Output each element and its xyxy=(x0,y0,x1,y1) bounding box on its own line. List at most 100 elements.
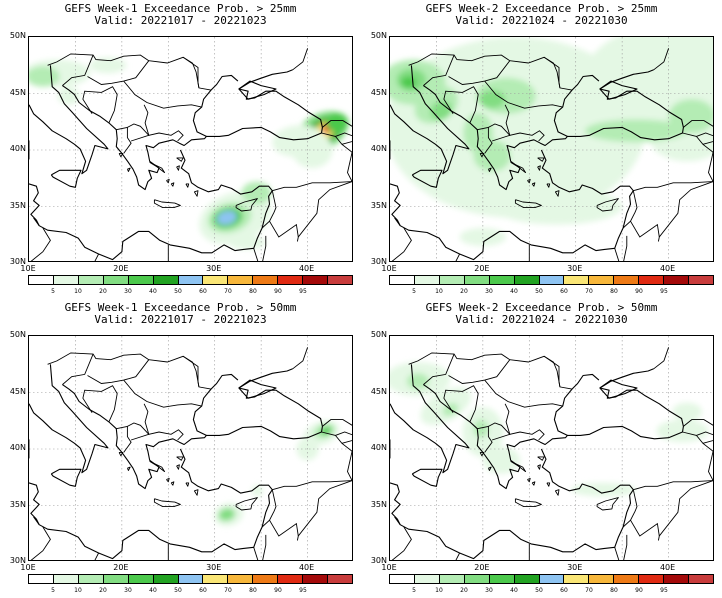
lon-label: 10E xyxy=(20,264,36,273)
colorbar-swatch xyxy=(53,575,79,583)
colorbar-label: 80 xyxy=(249,587,257,594)
lat-label: 45N xyxy=(9,386,26,396)
probability-blob xyxy=(482,446,520,474)
panel-week1-25mm: GEFS Week-1 Exceedance Prob. > 25mm Vali… xyxy=(0,0,361,299)
colorbar-label: 30 xyxy=(124,288,132,295)
lat-label: 30N xyxy=(9,257,26,266)
lat-label: 30N xyxy=(370,556,387,565)
colorbar-swatch xyxy=(564,276,590,284)
colorbar-swatch xyxy=(564,575,590,583)
probability-shading xyxy=(390,362,709,497)
colorbar-swatch xyxy=(178,276,204,284)
colorbar-label: 30 xyxy=(124,587,132,594)
colorbar-label: 80 xyxy=(249,288,257,295)
colorbar-swatch xyxy=(278,575,304,583)
lon-label: 40E xyxy=(659,264,676,273)
probability-blob xyxy=(571,482,637,497)
colorbar-swatch xyxy=(589,575,615,583)
colorbar-swatch xyxy=(128,276,154,284)
colorbar-label: 30 xyxy=(485,587,493,594)
colorbar-label: 70 xyxy=(585,587,593,594)
colorbar-label: 60 xyxy=(560,288,568,295)
lon-label: 10E xyxy=(381,264,397,273)
colorbar-swatch xyxy=(328,276,352,284)
lat-label: 40N xyxy=(9,443,26,452)
probability-shading xyxy=(390,37,713,246)
colorbar-swatch xyxy=(464,276,490,284)
colorbar-swatch xyxy=(614,276,640,284)
lon-label: 30E xyxy=(206,563,222,572)
lat-label: 40N xyxy=(9,144,26,153)
panel-valid-range: Valid: 20221017 - 20221023 xyxy=(94,14,267,27)
colorbar-swatch xyxy=(103,575,129,583)
colorbar-label: 80 xyxy=(610,288,618,295)
probability-blob xyxy=(401,76,416,88)
map-gridlines xyxy=(390,336,713,560)
colorbar-label: 20 xyxy=(460,288,468,295)
panel-valid-range: Valid: 20221024 - 20221030 xyxy=(455,14,628,27)
lat-label: 45N xyxy=(370,87,387,97)
colorbar xyxy=(28,275,353,285)
colorbar-label: 50 xyxy=(535,288,543,295)
colorbar-label: 10 xyxy=(435,587,443,594)
coastlines xyxy=(390,364,684,560)
colorbar-label: 5 xyxy=(412,288,416,295)
map-gridlines xyxy=(29,336,352,560)
colorbar-swatch xyxy=(390,276,415,284)
probability-blob xyxy=(585,119,688,143)
lon-label: 20E xyxy=(474,563,490,572)
probability-blob xyxy=(492,188,623,225)
colorbar-label: 20 xyxy=(99,288,107,295)
colorbar-label: 40 xyxy=(510,587,518,594)
colorbar-swatch xyxy=(228,575,254,583)
colorbar-label: 70 xyxy=(585,288,593,295)
colorbar-swatch xyxy=(203,575,229,583)
lat-label: 45N xyxy=(9,87,26,97)
colorbar-label: 70 xyxy=(224,587,232,594)
lon-label: 10E xyxy=(381,563,397,572)
lon-label: 40E xyxy=(298,563,315,572)
colorbar-swatch xyxy=(439,575,465,583)
colorbar-label: 20 xyxy=(99,587,107,594)
probability-blob xyxy=(241,181,272,205)
panel-valid-range: Valid: 20221017 - 20221023 xyxy=(94,313,267,326)
colorbar-label: 95 xyxy=(299,587,307,594)
colorbar-swatch xyxy=(539,575,565,583)
colorbar-swatch xyxy=(29,276,54,284)
lon-label: 20E xyxy=(113,563,129,572)
lon-label: 40E xyxy=(659,563,676,572)
colorbar-label: 95 xyxy=(660,288,668,295)
colorbar-swatch xyxy=(514,575,540,583)
colorbar-swatch xyxy=(414,276,440,284)
lat-label: 35N xyxy=(9,499,26,509)
lat-label: 40N xyxy=(370,144,387,153)
lat-label: 50N xyxy=(370,31,387,40)
colorbar-swatch xyxy=(639,276,665,284)
colorbar-swatch xyxy=(489,575,515,583)
country-borders xyxy=(30,347,352,560)
colorbar-label: 60 xyxy=(199,288,207,295)
map-canvas xyxy=(29,37,352,261)
colorbar-label: 70 xyxy=(224,288,232,295)
colorbar-swatch xyxy=(278,276,304,284)
colorbar-label: 90 xyxy=(635,587,643,594)
colorbar-label: 20 xyxy=(460,587,468,594)
panel-week1-50mm: GEFS Week-1 Exceedance Prob. > 50mm Vali… xyxy=(0,299,361,598)
colorbar-swatch xyxy=(203,276,229,284)
colorbar-label: 90 xyxy=(274,288,282,295)
colorbar-label: 40 xyxy=(149,587,157,594)
colorbar-swatch xyxy=(253,575,279,583)
lat-label: 50N xyxy=(370,330,387,339)
colorbar-swatch xyxy=(303,575,329,583)
colorbar-label: 5 xyxy=(51,288,55,295)
probability-blob xyxy=(89,57,127,74)
map-canvas xyxy=(390,37,713,261)
lat-label: 45N xyxy=(370,386,387,396)
colorbar-swatch xyxy=(539,276,565,284)
colorbar-swatch xyxy=(614,575,640,583)
colorbar-swatch xyxy=(664,575,690,583)
colorbar-label: 60 xyxy=(560,587,568,594)
panel-week2-25mm: GEFS Week-2 Exceedance Prob. > 25mm Vali… xyxy=(361,0,722,299)
coastlines xyxy=(29,364,323,560)
probability-shading xyxy=(213,420,340,527)
